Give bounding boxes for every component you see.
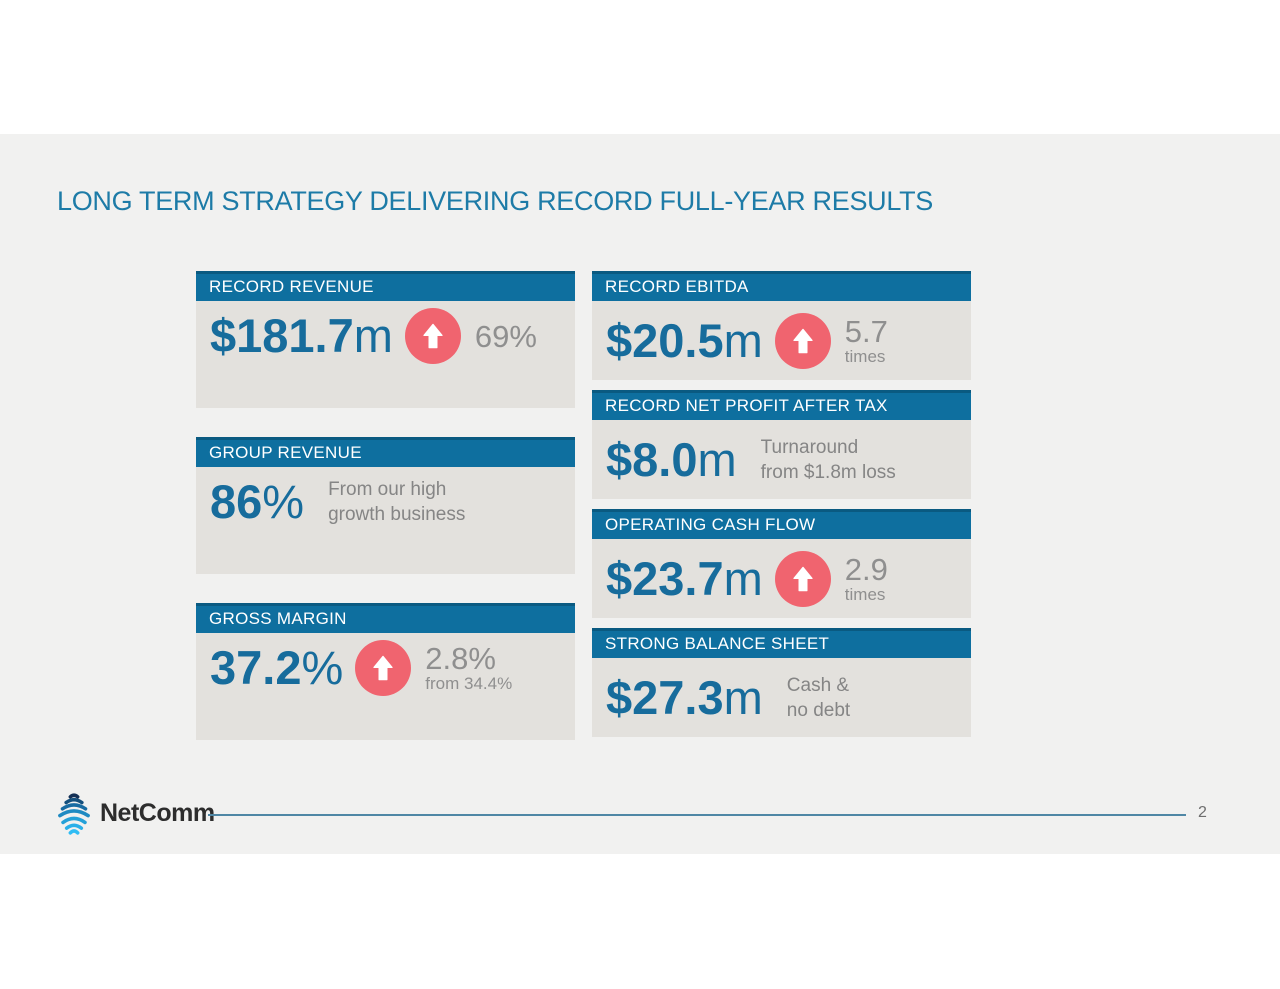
metric-box: RECORD NET PROFIT AFTER TAX $8.0m Turnarou… [592, 390, 971, 499]
metric-value-main: $23.7 [606, 551, 724, 605]
netcomm-brand-text: NetComm [100, 799, 215, 827]
metric-value-main: $8.0 [606, 432, 698, 486]
metric-value-suffix: m [723, 551, 763, 605]
metric-box: STRONG BALANCE SHEET $27.3m Cash & no debt [592, 628, 971, 737]
metric-value: 86% [210, 474, 304, 530]
metric-note: From our high growth business [328, 477, 465, 527]
slide-title: LONG TERM STRATEGY DELIVERING RECORD FUL… [57, 186, 933, 216]
up-arrow-icon [774, 550, 831, 607]
metric-note-secondary: times [844, 346, 886, 366]
metric-value-suffix: % [262, 475, 305, 528]
metric-body: 37.2% 2.8% from 34.4% [196, 633, 575, 740]
metric-note: Turnaround from $1.8m loss [761, 435, 896, 485]
metric-note-primary: 2.8% [425, 641, 496, 676]
metric-note: 2.9 times [845, 554, 888, 604]
metric-body: $20.5m 5.7 times [592, 301, 971, 380]
metric-value-main: 86 [210, 475, 263, 528]
metric-note-secondary: from 34.4% [425, 674, 513, 693]
metric-value-suffix: m [353, 309, 393, 362]
metric-note: 5.7 times [845, 316, 888, 366]
metric-note-primary: From our high [328, 479, 447, 500]
metric-note: Cash & no debt [787, 673, 850, 723]
metric-value-suffix: m [723, 670, 763, 724]
metric-header-label: RECORD EBITDA [592, 271, 971, 301]
page-number: 2 [1198, 804, 1207, 821]
metric-box: RECORD EBITDA $20.5m 5.7 times [592, 271, 971, 380]
metric-note-secondary: from $1.8m loss [760, 461, 896, 483]
metric-body: 86% From our high growth business [196, 467, 575, 574]
metric-note-secondary: times [844, 584, 886, 604]
metric-note-primary: 69% [474, 318, 537, 354]
metric-value: $20.5m [606, 313, 763, 369]
up-arrow-icon [774, 312, 831, 369]
up-arrow-icon [355, 640, 412, 696]
metric-box: GROUP REVENUE 86% From our high growth busi… [196, 437, 575, 574]
metric-note-primary: 5.7 [844, 313, 888, 349]
metric-box: RECORD REVENUE $181.7m 69% [196, 271, 575, 408]
metric-value-main: $27.3 [606, 670, 724, 724]
metric-row: $8.0m Turnaround from $1.8m loss [606, 432, 896, 488]
metric-note-primary: Turnaround [760, 436, 859, 458]
up-arrow-icon [404, 308, 461, 364]
metric-body: $27.3m Cash & no debt [592, 658, 971, 737]
metric-value: $181.7m [210, 308, 393, 364]
metric-row: 37.2% 2.8% from 34.4% [210, 640, 512, 696]
metric-value-suffix: m [697, 432, 737, 486]
metric-value-suffix: % [301, 641, 344, 694]
metric-row: $23.7m 2.9 times [606, 550, 888, 607]
metric-box: OPERATING CASH FLOW $23.7m 2.9 times [592, 509, 971, 618]
footer-divider-line [208, 814, 1186, 816]
metric-value-main: 37.2 [210, 641, 302, 694]
metric-value-suffix: m [723, 313, 763, 367]
metric-value-main: $181.7 [210, 309, 354, 362]
metric-note-secondary: no debt [786, 699, 851, 721]
metric-value-main: $20.5 [606, 313, 724, 367]
metric-header-label: GROSS MARGIN [196, 603, 575, 633]
metric-row: $20.5m 5.7 times [606, 312, 888, 369]
metric-body: $8.0m Turnaround from $1.8m loss [592, 420, 971, 499]
metric-note-secondary: growth business [328, 504, 466, 525]
metrics-column-left: RECORD REVENUE $181.7m 69% GROUP REVENUE 86%… [196, 271, 575, 740]
metric-body: $23.7m 2.9 times [592, 539, 971, 618]
metric-header-label: STRONG BALANCE SHEET [592, 628, 971, 658]
netcomm-logo-icon [53, 790, 95, 841]
metric-note: 2.8% from 34.4% [425, 643, 512, 693]
metric-header-label: RECORD NET PROFIT AFTER TAX [592, 390, 971, 420]
metric-value: $8.0m [606, 432, 737, 488]
metric-header-label: OPERATING CASH FLOW [592, 509, 971, 539]
metric-note-primary: 2.9 [844, 551, 888, 587]
metric-value: $27.3m [606, 670, 763, 726]
metric-note-primary: Cash & [786, 674, 850, 696]
metric-value: $23.7m [606, 551, 763, 607]
metric-header-label: RECORD REVENUE [196, 271, 575, 301]
metrics-column-right: RECORD EBITDA $20.5m 5.7 times RECORD NET PR… [592, 271, 971, 737]
metric-row: $27.3m Cash & no debt [606, 670, 850, 726]
metric-body: $181.7m 69% [196, 301, 575, 408]
metric-value: 37.2% [210, 640, 343, 696]
metric-row: 86% From our high growth business [210, 474, 465, 530]
metric-row: $181.7m 69% [210, 308, 537, 364]
metric-header-label: GROUP REVENUE [196, 437, 575, 467]
metric-note: 69% [475, 321, 537, 352]
metric-box: GROSS MARGIN 37.2% 2.8% from 34.4% [196, 603, 575, 740]
